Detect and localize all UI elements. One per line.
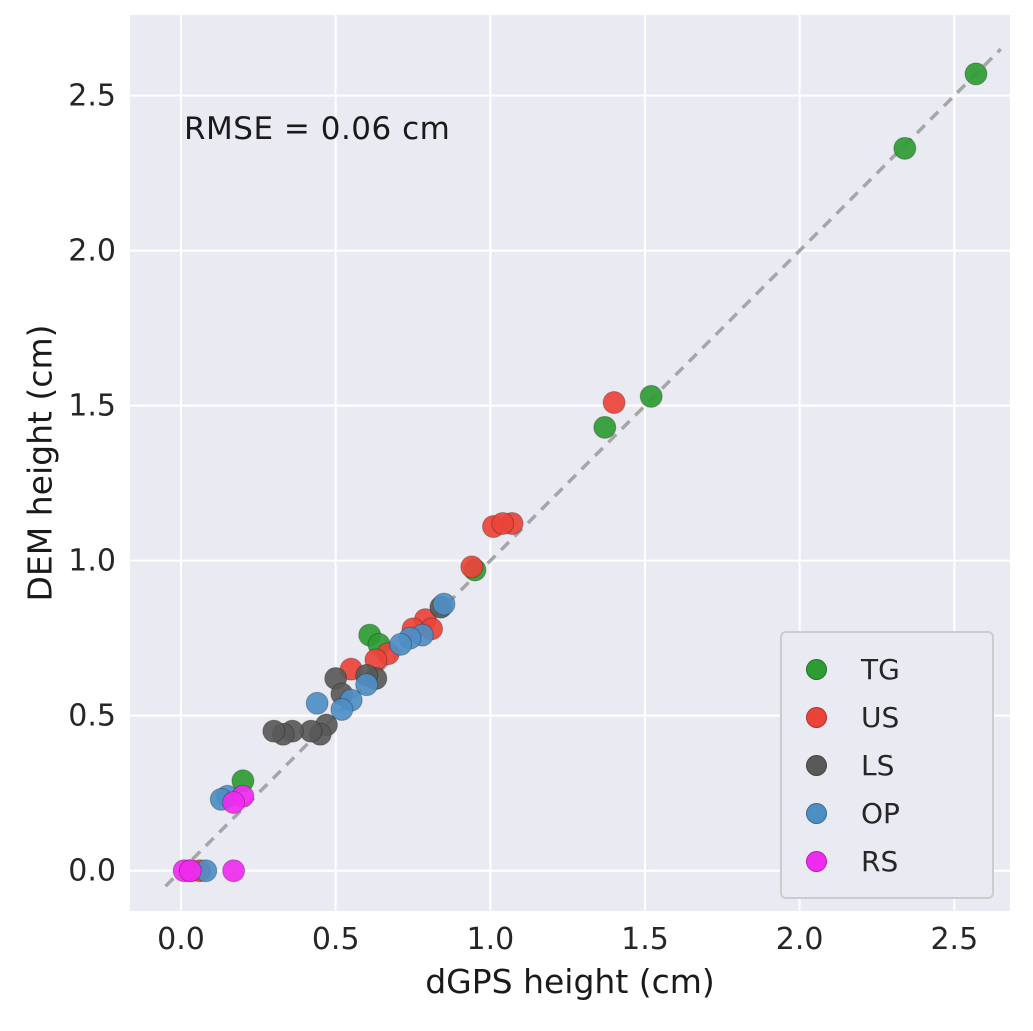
legend-label: OP — [861, 796, 900, 830]
legend-item-rs: RS — [806, 837, 982, 885]
identity-line — [164, 47, 1002, 888]
legend-label: TG — [861, 652, 900, 686]
scatter-point-op — [389, 632, 413, 656]
x-tick-label: 0.5 — [311, 922, 360, 957]
legend-item-op: OP — [806, 789, 982, 837]
legend-swatch — [806, 706, 827, 728]
x-tick-label: 2.0 — [775, 922, 824, 957]
x-tick-label: 1.0 — [466, 922, 515, 957]
scatter-canvas — [130, 15, 1010, 911]
legend-item-us: US — [806, 693, 982, 741]
legend-swatch — [806, 658, 827, 680]
legend-label: RS — [861, 844, 899, 878]
scatter-point-op — [432, 592, 456, 616]
legend-item-tg: TG — [806, 645, 982, 693]
scatter-point-us — [460, 555, 484, 579]
legend-swatch — [806, 850, 827, 872]
y-tick-label: 1.5 — [68, 388, 116, 424]
scatter-point-op — [330, 697, 354, 721]
scatter-point-rs — [178, 859, 202, 883]
y-axis-label: DEM height (cm) — [20, 324, 60, 602]
y-tick-label: 2.5 — [68, 78, 116, 114]
scatter-point-tg — [893, 136, 917, 160]
x-tick-label: 0.0 — [157, 922, 205, 957]
legend-item-ls: LS — [806, 741, 982, 789]
y-tick-label: 1.0 — [68, 543, 116, 579]
scatter-point-tg — [593, 415, 617, 439]
rmse-annotation: RMSE = 0.06 cm — [184, 111, 451, 147]
legend-label: LS — [861, 748, 895, 782]
scatter-point-us — [491, 511, 515, 535]
scatter-point-us — [602, 391, 626, 415]
x-tick-label: 2.5 — [930, 922, 979, 957]
scatter-point-tg — [964, 62, 988, 86]
plot-area: RMSE = 0.06 cm TG US LS OP RS — [130, 15, 1010, 911]
scatter-point-rs — [222, 790, 246, 814]
legend-swatch — [806, 802, 827, 824]
y-tick-label: 0.0 — [68, 853, 116, 889]
y-tick-label: 2.0 — [68, 233, 116, 269]
scatter-point-op — [355, 673, 379, 697]
legend: TG US LS OP RS — [780, 631, 994, 899]
x-axis-label: dGPS height (cm) — [425, 962, 715, 1001]
scatter-point-rs — [222, 859, 246, 883]
scatter-point-op — [305, 691, 329, 715]
y-tick-label: 0.5 — [68, 698, 116, 734]
scatter-point-ls — [262, 719, 286, 743]
x-tick-label: 1.5 — [621, 922, 669, 957]
legend-label: US — [861, 700, 900, 734]
legend-swatch — [806, 754, 827, 776]
scatter-point-tg — [639, 384, 663, 408]
